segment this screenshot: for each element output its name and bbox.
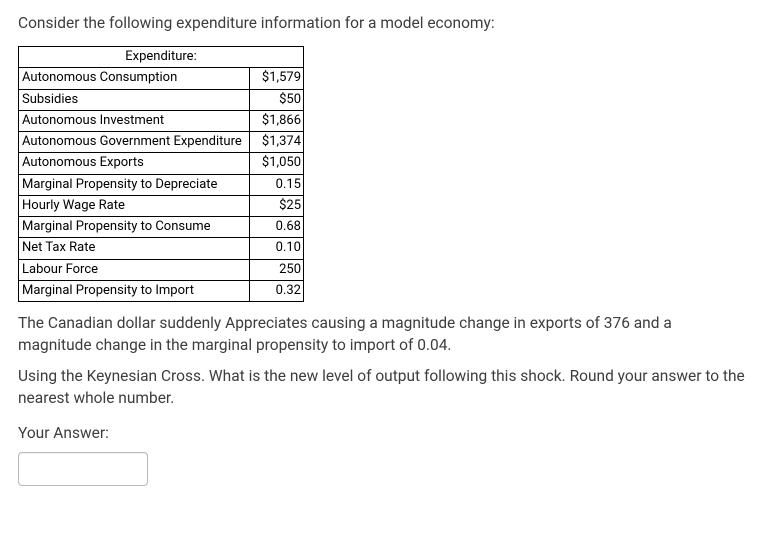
table-row: Labour Force 250 (19, 259, 304, 280)
row-value: 0.32 (250, 280, 304, 301)
answer-input[interactable] (18, 452, 148, 486)
row-label: Marginal Propensity to Consume (19, 217, 250, 238)
table-row: Subsidies $50 (19, 89, 304, 110)
table-header: Expenditure: (19, 47, 304, 68)
intro-text: Consider the following expenditure infor… (18, 14, 745, 32)
your-answer-label: Your Answer: (18, 424, 745, 442)
row-value: $1,374 (250, 132, 304, 153)
row-value: $1,866 (250, 110, 304, 131)
row-label: Marginal Propensity to Import (19, 280, 250, 301)
row-value: 0.15 (250, 174, 304, 195)
table-row: Autonomous Consumption $1,579 (19, 68, 304, 89)
row-value: $1,050 (250, 153, 304, 174)
table-row: Hourly Wage Rate $25 (19, 195, 304, 216)
table-row: Autonomous Investment $1,866 (19, 110, 304, 131)
row-label: Net Tax Rate (19, 238, 250, 259)
row-value: $50 (250, 89, 304, 110)
row-label: Autonomous Government Expenditure (19, 132, 250, 153)
row-label: Hourly Wage Rate (19, 195, 250, 216)
row-label: Autonomous Exports (19, 153, 250, 174)
table-row: Marginal Propensity to Consume 0.68 (19, 217, 304, 238)
table-row: Marginal Propensity to Depreciate 0.15 (19, 174, 304, 195)
row-label: Autonomous Consumption (19, 68, 250, 89)
row-label: Labour Force (19, 259, 250, 280)
table-row: Autonomous Exports $1,050 (19, 153, 304, 174)
table-row: Net Tax Rate 0.10 (19, 238, 304, 259)
row-label: Autonomous Investment (19, 110, 250, 131)
row-value: $1,579 (250, 68, 304, 89)
table-row: Marginal Propensity to Import 0.32 (19, 280, 304, 301)
paragraph-appreciation: The Canadian dollar suddenly Appreciates… (18, 312, 745, 357)
row-value: 0.68 (250, 217, 304, 238)
row-label: Marginal Propensity to Depreciate (19, 174, 250, 195)
row-value: 250 (250, 259, 304, 280)
row-label: Subsidies (19, 89, 250, 110)
table-row: Autonomous Government Expenditure $1,374 (19, 132, 304, 153)
row-value: $25 (250, 195, 304, 216)
expenditure-table: Expenditure: Autonomous Consumption $1,5… (18, 46, 304, 302)
paragraph-question: Using the Keynesian Cross. What is the n… (18, 365, 745, 410)
row-value: 0.10 (250, 238, 304, 259)
